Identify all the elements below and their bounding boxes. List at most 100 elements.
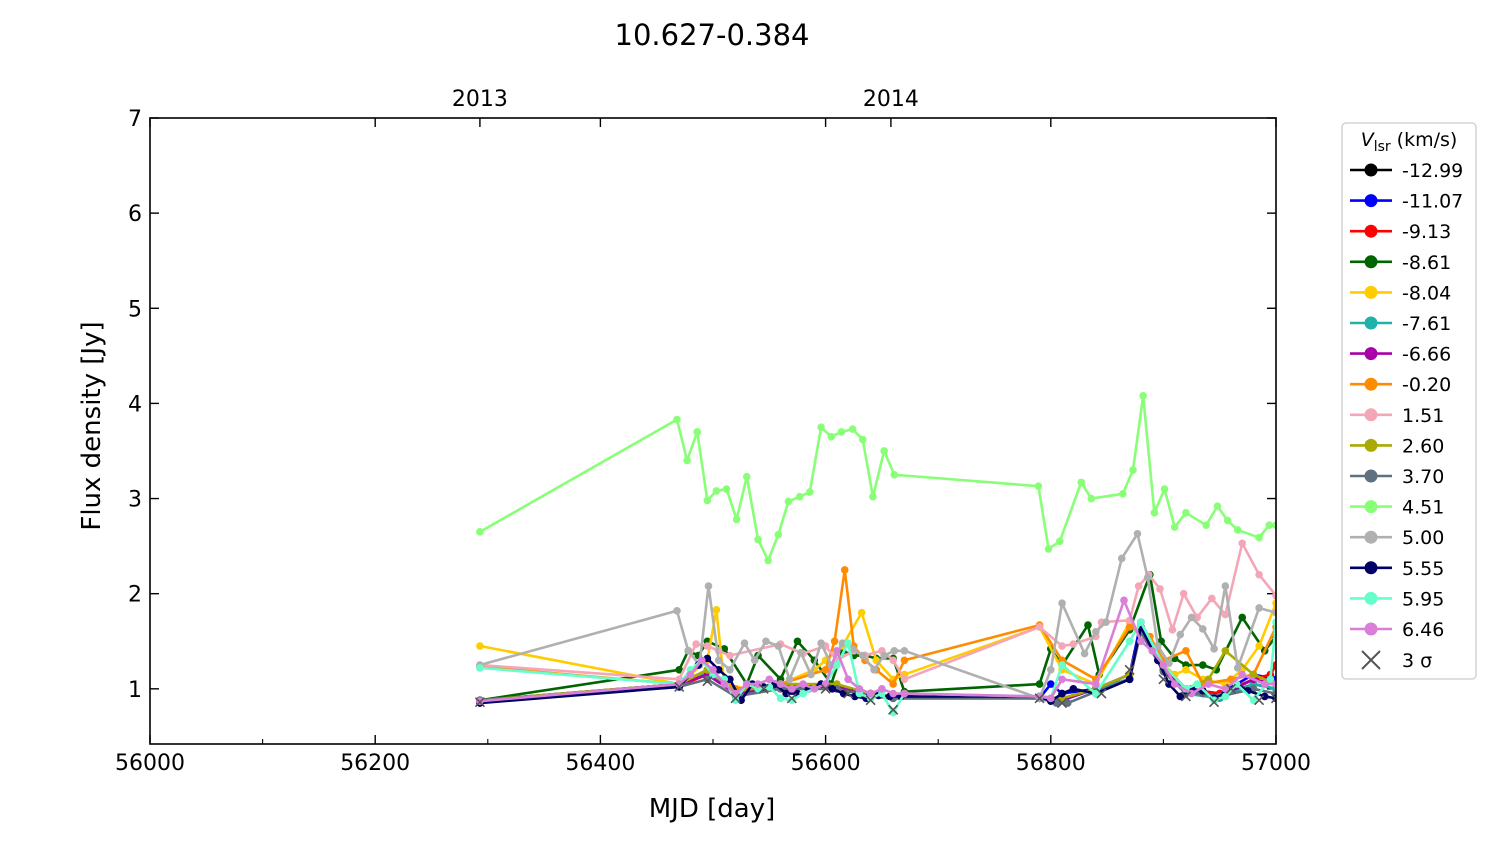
data-point [714, 656, 723, 665]
data-point [878, 685, 886, 693]
data-point [1221, 610, 1230, 619]
legend-label: -8.04 [1402, 282, 1451, 304]
data-point [889, 680, 897, 688]
data-point [704, 582, 713, 590]
data-point [774, 642, 783, 650]
data-point [1249, 696, 1258, 705]
legend-title: Vlsr (km/s) [1361, 129, 1458, 155]
legend-marker [1364, 163, 1378, 177]
data-point [817, 639, 825, 647]
data-point [1210, 645, 1218, 653]
plot-series [474, 391, 1276, 717]
legend-item: 2.60 [1350, 435, 1444, 457]
data-point [1056, 537, 1064, 546]
data-point [1092, 627, 1100, 636]
legend-marker [1364, 377, 1378, 391]
legend-item: -6.66 [1350, 344, 1451, 366]
data-point [697, 656, 706, 665]
data-point [806, 488, 814, 496]
legend-item: -7.61 [1350, 313, 1451, 335]
x-axis-title: MJD [day] [649, 794, 776, 824]
data-point [754, 535, 762, 544]
data-point [1210, 696, 1218, 705]
y-tick-label: 5 [128, 297, 142, 322]
legend-label: 2.60 [1402, 435, 1444, 457]
sigma-marker [1225, 683, 1237, 694]
y-tick-label: 3 [128, 488, 142, 513]
data-point [1170, 680, 1179, 688]
data-point [1080, 649, 1089, 658]
data-point [1204, 680, 1213, 688]
data-point [1255, 570, 1263, 579]
legend-item: 1.51 [1350, 405, 1444, 427]
data-point [1035, 692, 1044, 701]
legend-marker [1364, 530, 1378, 544]
data-point [1125, 675, 1134, 684]
legend-label: -6.66 [1402, 344, 1451, 366]
y-tick-label: 4 [128, 392, 142, 417]
data-point [1148, 646, 1156, 655]
data-point [821, 665, 830, 674]
data-point [1069, 685, 1078, 693]
data-point [1182, 509, 1190, 517]
data-point [740, 639, 749, 647]
data-point [1260, 680, 1269, 688]
data-point [1238, 670, 1247, 679]
plot-frame [149, 117, 1277, 745]
sigma-marker [1270, 693, 1276, 704]
data-point [722, 485, 731, 493]
data-point [817, 423, 825, 431]
y-tick-label: 6 [128, 202, 142, 227]
data-point [673, 607, 681, 615]
data-point [788, 696, 796, 705]
data-point [797, 648, 805, 657]
data-point [890, 470, 899, 479]
series-4.51 [476, 391, 1276, 565]
legend-items: -12.99 -11.07 -9.13 -8.61 -8.04 -7.61 -6.66 -0.… [1350, 160, 1463, 641]
data-point [1159, 661, 1168, 669]
legend-item: 5.00 [1350, 527, 1444, 549]
data-point [1092, 680, 1100, 688]
x-tick-label: 56000 [115, 751, 185, 776]
data-point [1199, 625, 1207, 633]
data-point [1058, 599, 1066, 607]
data-point [1058, 675, 1066, 684]
sigma-marker [843, 688, 854, 699]
top-year-label: 2014 [863, 87, 919, 112]
legend-marker [1364, 500, 1378, 514]
data-point [1119, 489, 1127, 498]
sigma-marker [1254, 695, 1265, 706]
data-point [857, 608, 866, 617]
data-point [675, 665, 684, 674]
data-point [742, 472, 751, 481]
data-point [1193, 680, 1201, 688]
data-point [712, 487, 721, 495]
data-point [776, 694, 785, 703]
top-axis-years: 2013 2014 [452, 87, 919, 127]
data-point [1272, 608, 1276, 617]
data-point [1120, 596, 1128, 605]
data-point [889, 656, 897, 665]
legend-item: -9.13 [1350, 221, 1451, 243]
data-point [1179, 589, 1188, 598]
legend-label: 5.00 [1402, 527, 1444, 549]
data-point [1193, 613, 1201, 622]
data-point [1137, 637, 1145, 646]
sigma-marker [865, 695, 876, 706]
data-point [476, 642, 484, 650]
y-axis-title: Flux density [Jy] [77, 321, 107, 530]
data-point [765, 675, 774, 684]
data-point [683, 456, 691, 465]
sigma-marker [702, 676, 713, 687]
sigma-marker [474, 697, 485, 708]
legend-label: -11.07 [1402, 191, 1463, 213]
data-point [1176, 630, 1185, 639]
data-point [1047, 694, 1055, 703]
legend-label: 1.51 [1402, 405, 1444, 427]
data-point [1150, 509, 1159, 517]
legend-marker [1364, 469, 1378, 483]
legend-item: -11.07 [1350, 191, 1463, 213]
data-point [880, 651, 888, 660]
data-point [1058, 689, 1066, 698]
